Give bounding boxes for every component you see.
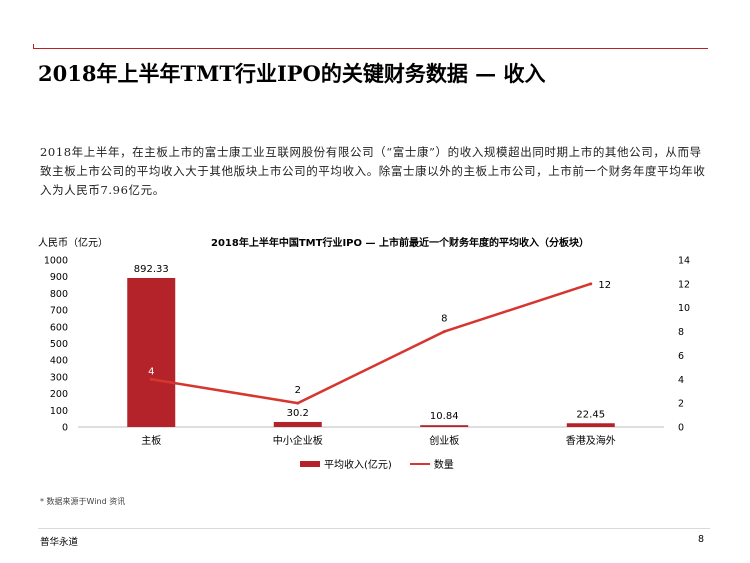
y-left-tick-label: 300 [50, 372, 68, 383]
bar-data-label: 892.33 [134, 264, 169, 275]
y-left-tick-label: 400 [50, 356, 68, 367]
legend-item-line: 数量 [409, 456, 454, 471]
bar-data-label: 22.45 [576, 409, 605, 420]
legend-swatch-bar [300, 460, 320, 467]
count-line-point [589, 282, 593, 286]
legend-label-bar: 平均收入(亿元) [324, 460, 392, 471]
legend-swatch-line [409, 462, 430, 465]
slide-title: 2018年上半年TMT行业IPO的关键财务数据 — 收入 [38, 61, 546, 86]
line-data-label: 8 [441, 314, 447, 325]
x-tick-label: 香港及海外 [566, 434, 616, 447]
bar-mark [420, 425, 469, 427]
bar-data-label: 30.2 [287, 408, 309, 419]
y-left-tick-label: 700 [50, 306, 68, 317]
legend-item-bar: 平均收入(亿元) [300, 456, 392, 471]
y-right-tick-label: 4 [678, 375, 684, 386]
top-rule [33, 48, 708, 49]
bar-mark [566, 423, 615, 427]
y-right-tick-label: 8 [678, 327, 684, 338]
y-right-tick-label: 2 [678, 399, 684, 410]
page-number: 8 [698, 534, 705, 545]
footer-brand: 普华永道 [40, 537, 79, 548]
y-right-tick-label: 0 [678, 423, 684, 434]
y-right-tick-label: 12 [678, 279, 690, 290]
y-left-tick-label: 1000 [44, 256, 68, 267]
y-left-tick-label: 200 [50, 389, 68, 400]
y-right-tick-label: 14 [678, 256, 690, 267]
footnote: * 数据来源于Wind 资讯 [40, 497, 126, 506]
y-left-tick-label: 500 [50, 339, 68, 350]
line-data-label: 4 [148, 366, 154, 377]
legend-label-line: 数量 [433, 460, 454, 471]
footer-rule [38, 528, 710, 529]
count-line-point [149, 377, 153, 381]
chart-legend: 平均收入(亿元) 数量 [300, 456, 472, 471]
line-data-label: 12 [598, 280, 611, 291]
line-data-label: 2 [295, 385, 301, 396]
y-right-tick-label: 6 [678, 351, 684, 362]
count-line-point [442, 330, 446, 334]
top-rule-tick [33, 44, 34, 49]
body-paragraph: 2018年上半年，在主板上市的富士康工业互联网股份有限公司（“富士康”）的收入规… [40, 145, 706, 197]
y-right-tick-label: 10 [678, 303, 690, 314]
count-line-series [151, 282, 592, 405]
bar-mark [127, 277, 176, 427]
bar-mark [273, 421, 322, 427]
y-axis-left-label: 人民币（亿元） [38, 238, 108, 249]
count-line-point [296, 401, 300, 405]
y-left-tick-label: 900 [50, 272, 68, 283]
y-left-tick-label: 600 [50, 322, 68, 333]
x-tick-label: 主板 [141, 434, 161, 447]
x-tick-label: 中小企业板 [273, 434, 323, 447]
y-left-tick-label: 0 [62, 423, 68, 434]
y-left-tick-label: 100 [50, 406, 68, 417]
bar-data-label: 10.84 [430, 411, 459, 422]
chart-title: 2018年上半年中国TMT行业IPO — 上市前最近一个财务年度的平均收入（分板… [211, 238, 589, 249]
y-left-tick-label: 800 [50, 289, 68, 300]
x-tick-label: 创业板 [429, 434, 459, 447]
